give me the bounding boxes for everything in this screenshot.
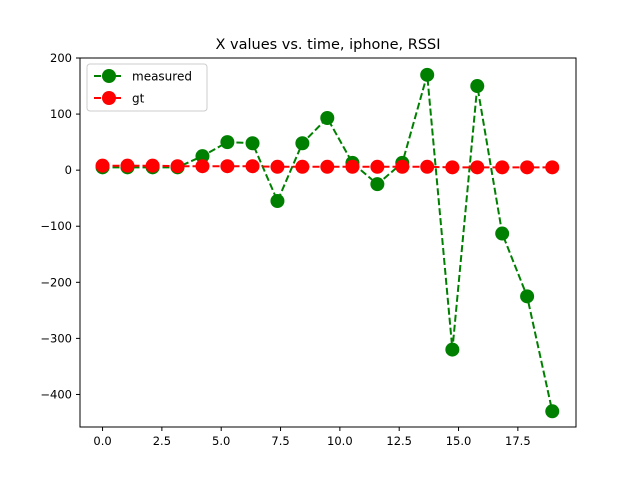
data-point-measured: [320, 111, 335, 126]
plot-area: 0.0 2.5 5.0 7.5 10.0 12.5 15.0 17.5 200 100 0 −100 −…: [40, 51, 577, 448]
data-point-gt: [495, 160, 510, 175]
y-tick-label: −400: [40, 387, 72, 401]
data-point-measured: [420, 67, 435, 82]
data-point-gt: [95, 158, 110, 173]
y-tick-label: −100: [40, 219, 72, 233]
data-point-gt: [370, 159, 385, 174]
data-point-gt: [545, 160, 560, 175]
data-point-gt: [445, 160, 460, 175]
data-point-measured: [195, 149, 210, 164]
data-point-measured: [245, 136, 260, 151]
legend-marker-measured: [102, 69, 116, 83]
legend-label-gt: gt: [132, 92, 145, 106]
data-point-gt: [145, 158, 160, 173]
data-point-gt: [120, 158, 135, 173]
x-tick-label: 7.5: [271, 434, 289, 448]
data-point-measured: [295, 136, 310, 151]
data-point-gt: [170, 159, 185, 174]
series-line-measured: [102, 74, 554, 412]
x-tick-label: 15.0: [446, 434, 472, 448]
data-point-gt: [420, 159, 435, 174]
data-point-gt: [470, 160, 485, 175]
data-point-gt: [195, 159, 210, 174]
data-point-measured: [520, 289, 535, 304]
x-tick-label: 17.5: [505, 434, 531, 448]
data-point-gt: [520, 160, 535, 175]
x-tick-label: 2.5: [153, 434, 171, 448]
axes-frame: [79, 57, 577, 428]
y-tick-label: −200: [40, 275, 72, 289]
data-point-measured: [370, 177, 385, 192]
x-tick-label: 12.5: [386, 434, 412, 448]
data-point-measured: [220, 135, 235, 150]
y-tick-label: −300: [40, 331, 72, 345]
y-tick-label: 0: [65, 163, 72, 177]
y-tick-label: 100: [50, 107, 72, 121]
data-point-gt: [245, 159, 260, 174]
data-point-gt: [270, 159, 285, 174]
legend-marker-gt: [102, 91, 116, 105]
x-tick-label: 5.0: [212, 434, 230, 448]
chart-title: X values vs. time, iphone, RSSI: [215, 37, 440, 53]
data-point-gt: [295, 159, 310, 174]
x-tick-label: 10.0: [327, 434, 353, 448]
y-tick-label: 200: [50, 51, 72, 65]
data-point-measured: [470, 79, 485, 94]
data-point-measured: [545, 404, 560, 419]
data-point-gt: [320, 159, 335, 174]
data-point-measured: [270, 194, 285, 209]
data-point-measured: [495, 226, 510, 241]
legend: measured gt: [86, 63, 208, 112]
data-point-measured: [445, 342, 460, 357]
data-point-gt: [395, 159, 410, 174]
data-point-gt: [345, 159, 360, 174]
data-point-gt: [220, 159, 235, 174]
x-tick-label: 0.0: [93, 434, 111, 448]
legend-label-measured: measured: [132, 70, 192, 84]
